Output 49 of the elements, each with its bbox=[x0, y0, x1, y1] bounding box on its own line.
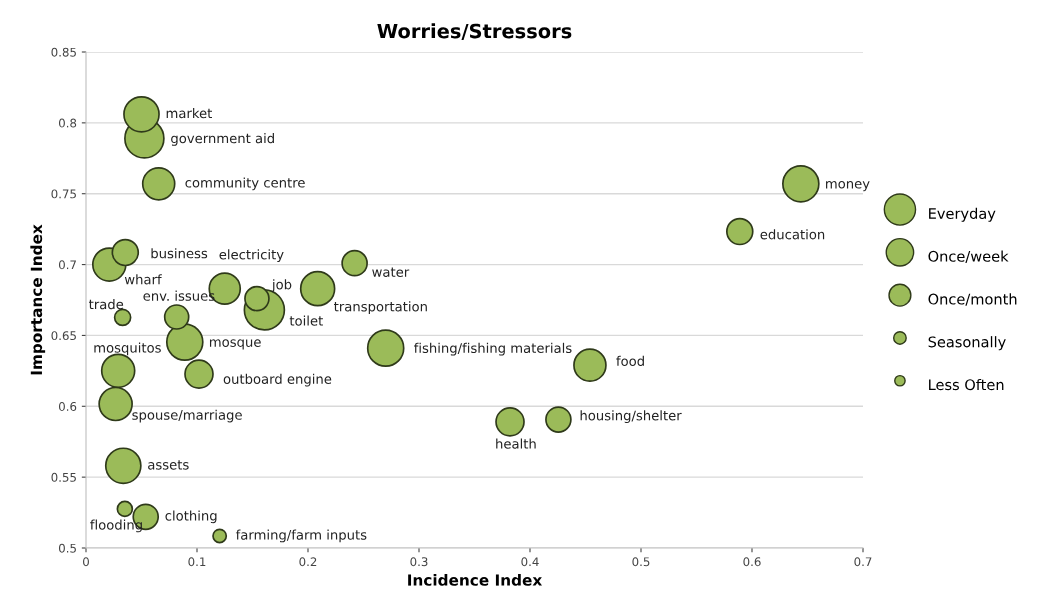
y-tick-label: 0.6 bbox=[58, 402, 77, 411]
annotation: health bbox=[496, 438, 536, 449]
y-tick-label: 0.65 bbox=[51, 331, 76, 341]
annotation: assets bbox=[148, 460, 189, 470]
annotation: mosquitos bbox=[94, 342, 161, 356]
annotation: market bbox=[166, 107, 212, 119]
y-tick-label: 0.75 bbox=[51, 189, 76, 199]
annotation: fishing/fishing materials bbox=[414, 342, 572, 356]
annotation: education bbox=[760, 229, 825, 240]
legend-label: Seasonally bbox=[928, 336, 1006, 351]
y-tick-label: 0.55 bbox=[51, 472, 76, 482]
x-tick-label: 0.5 bbox=[632, 557, 650, 567]
annotation: job bbox=[271, 279, 292, 292]
annotation: community centre bbox=[185, 177, 305, 191]
annotation: transportation bbox=[334, 301, 427, 315]
annotation: farming/farm inputs bbox=[235, 529, 367, 543]
y-tick-label: 0.7 bbox=[58, 260, 76, 270]
legend-label: Once/week bbox=[928, 250, 1009, 263]
x-tick-label: 0.3 bbox=[410, 557, 428, 567]
x-tick-label: 0.2 bbox=[299, 557, 317, 567]
x-tick-label: 0.6 bbox=[743, 557, 761, 567]
y-tick-label: 0.8 bbox=[58, 118, 77, 128]
annotation: spouse/marriage bbox=[132, 409, 242, 423]
y-tick-label: 0.85 bbox=[51, 47, 76, 57]
annotation: clothing bbox=[165, 510, 217, 524]
annotation: business bbox=[151, 248, 208, 259]
annotation: food bbox=[616, 355, 644, 367]
annotation: mosque bbox=[209, 339, 261, 350]
x-tick-label: 0.4 bbox=[521, 557, 539, 567]
y-axis-title: Importance Index bbox=[30, 224, 46, 375]
annotation: trade bbox=[88, 299, 124, 310]
annotation: money bbox=[826, 181, 870, 192]
annotation: outboard engine bbox=[223, 373, 332, 387]
chart-title: Worries/Stressors bbox=[377, 23, 572, 40]
annotation: water bbox=[372, 267, 410, 277]
annotation: wharf bbox=[124, 274, 162, 285]
x-tick-label: 0 bbox=[83, 557, 89, 567]
annotation: flooding bbox=[90, 519, 142, 533]
annotation: housing/shelter bbox=[580, 410, 682, 423]
legend-label: Everyday bbox=[929, 207, 996, 222]
legend-label: Once/month bbox=[928, 293, 1017, 306]
x-axis-title: Incidence Index bbox=[408, 574, 543, 586]
annotation: government aid bbox=[171, 133, 274, 146]
annotation: toilet bbox=[289, 315, 323, 326]
x-tick-label: 0.7 bbox=[854, 557, 872, 567]
x-tick-label: 0.1 bbox=[188, 557, 206, 567]
y-tick-label: 0.5 bbox=[58, 543, 76, 553]
legend-label: Less Often bbox=[929, 378, 1004, 391]
annotation: electricity bbox=[219, 249, 284, 263]
